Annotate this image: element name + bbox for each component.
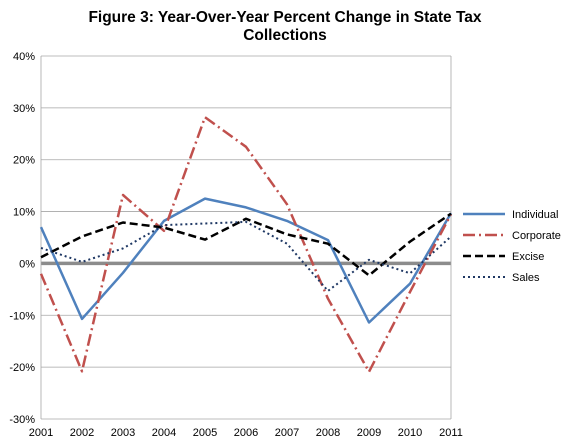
x-tick-label: 2003 xyxy=(111,427,135,439)
chart-title-line-1: Figure 3: Year-Over-Year Percent Change … xyxy=(88,9,481,26)
y-tick-label: 30% xyxy=(13,103,35,115)
y-tick-label: 20% xyxy=(13,155,35,167)
x-tick-label: 2002 xyxy=(70,427,94,439)
x-tick-label: 2004 xyxy=(152,427,176,439)
x-tick-label: 2007 xyxy=(275,427,299,439)
x-tick-label: 2001 xyxy=(29,427,53,439)
y-axis-ticks: 40% 30% 20% 10% 0% -10% -20% -30% xyxy=(9,51,35,426)
legend-label-excise: Excise xyxy=(512,251,544,263)
legend-label-corporate: Corporate xyxy=(512,230,561,242)
y-tick-label: 0% xyxy=(19,258,35,270)
x-tick-label: 2005 xyxy=(193,427,217,439)
x-tick-label: 2010 xyxy=(398,427,422,439)
series-line-sales xyxy=(40,220,452,292)
y-tick-label: 40% xyxy=(13,51,35,63)
series-lines xyxy=(39,115,453,374)
legend-label-individual: Individual xyxy=(512,209,558,221)
x-tick-label: 2006 xyxy=(234,427,258,439)
series-line-individual xyxy=(39,197,453,324)
legend-label-sales: Sales xyxy=(512,272,540,284)
y-tick-label: -20% xyxy=(9,362,35,374)
series-line-corporate xyxy=(39,115,453,374)
gridlines xyxy=(40,55,452,420)
y-tick-label: -10% xyxy=(9,310,35,322)
x-tick-label: 2011 xyxy=(439,427,463,439)
x-tick-label: 2009 xyxy=(357,427,381,439)
legend: Individual Corporate Excise Sales xyxy=(463,209,561,284)
y-tick-label: 10% xyxy=(13,207,35,219)
y-tick-label: -30% xyxy=(9,414,35,426)
x-tick-label: 2008 xyxy=(316,427,340,439)
chart-title-line-2: Collections xyxy=(243,27,327,44)
x-axis-ticks: 2001 2002 2003 2004 2005 2006 2007 2008 2009 2010… xyxy=(29,427,463,439)
